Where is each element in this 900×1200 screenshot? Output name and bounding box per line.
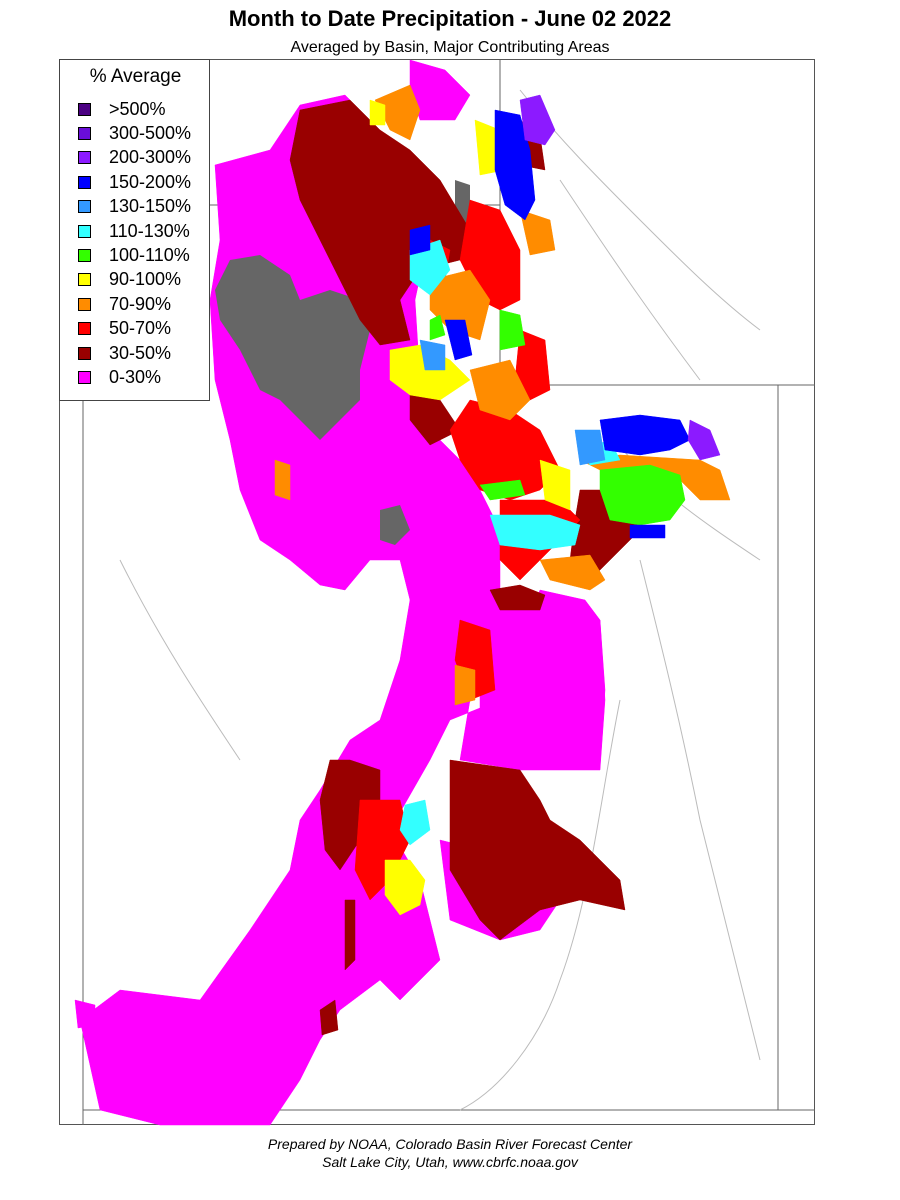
legend-label: 50-70% bbox=[109, 318, 172, 339]
basin-region bbox=[444, 319, 473, 361]
legend-item: 200-300% bbox=[78, 146, 191, 170]
legend-label: 200-300% bbox=[109, 147, 192, 168]
legend-title: % Average bbox=[89, 66, 182, 87]
basin-region bbox=[429, 314, 446, 341]
legend-label: 100-110% bbox=[109, 244, 190, 265]
legend-swatch bbox=[78, 126, 91, 140]
legend-label: 90-100% bbox=[109, 269, 182, 290]
basin-region bbox=[489, 514, 581, 551]
basin-region bbox=[519, 94, 556, 146]
footer-credit-line1: Prepared by NOAA, Colorado Basin River F… bbox=[267, 1136, 633, 1152]
legend-label: 300-500% bbox=[109, 122, 192, 143]
basin-region bbox=[289, 99, 471, 346]
basin-region bbox=[409, 224, 431, 256]
legend-box: % Average >500% 300-500% 200-300% 150-200% 1… bbox=[59, 59, 210, 401]
legend-item: 100-110% bbox=[78, 243, 190, 267]
legend-label: 110-130% bbox=[109, 220, 190, 241]
basin-region bbox=[274, 459, 291, 501]
basin-region bbox=[409, 239, 451, 296]
legend-swatch bbox=[78, 370, 91, 384]
legend-label: 70-90% bbox=[109, 293, 172, 314]
basin-region bbox=[599, 414, 691, 456]
legend-item: 110-130% bbox=[78, 219, 190, 243]
legend-swatch bbox=[78, 102, 91, 116]
legend-item: >500% bbox=[78, 97, 166, 121]
basin-region bbox=[454, 664, 476, 706]
basin-region bbox=[599, 464, 686, 526]
basin-region bbox=[449, 759, 626, 941]
legend-label: >500% bbox=[109, 98, 166, 119]
basin-region bbox=[519, 209, 556, 256]
basin-region bbox=[539, 459, 571, 511]
legend-swatch bbox=[78, 297, 91, 311]
legend-swatch bbox=[78, 322, 91, 336]
legend-swatch bbox=[78, 273, 91, 287]
legend-item: 30-50% bbox=[78, 341, 171, 365]
basin-region bbox=[499, 309, 526, 351]
legend-swatch bbox=[78, 200, 91, 214]
legend-swatch bbox=[78, 248, 91, 262]
basin-region bbox=[574, 429, 606, 466]
basin-region bbox=[469, 359, 531, 421]
legend-swatch bbox=[78, 346, 91, 360]
legend-swatch bbox=[78, 224, 91, 238]
legend-swatch bbox=[78, 151, 91, 165]
basin-region bbox=[479, 589, 606, 771]
basin-region bbox=[489, 584, 546, 611]
basin-regions bbox=[74, 59, 731, 1126]
basin-region bbox=[384, 859, 426, 916]
basin-region bbox=[319, 999, 339, 1036]
basin-region bbox=[429, 269, 491, 341]
basin-region bbox=[369, 99, 386, 126]
legend-item: 130-150% bbox=[78, 195, 191, 219]
legend-label: 150-200% bbox=[109, 171, 192, 192]
legend-item: 150-200% bbox=[78, 170, 191, 194]
legend-item: 70-90% bbox=[78, 292, 171, 316]
map-subtitle: Averaged by Basin, Major Contributing Ar… bbox=[290, 39, 610, 56]
basin-region bbox=[374, 84, 421, 141]
basin-region bbox=[419, 339, 446, 371]
legend-label: 130-150% bbox=[109, 196, 192, 217]
legend-label: 30-50% bbox=[109, 342, 172, 363]
legend-item: 300-500% bbox=[78, 121, 191, 145]
basin-region bbox=[479, 479, 526, 501]
legend-item: 50-70% bbox=[78, 317, 171, 341]
basin-region bbox=[399, 799, 431, 846]
basin-region bbox=[74, 999, 96, 1029]
legend-item: 90-100% bbox=[78, 268, 181, 292]
no-data-region bbox=[215, 255, 370, 440]
basin-region bbox=[344, 899, 356, 971]
basin-region bbox=[687, 419, 721, 461]
legend-label: 0-30% bbox=[109, 366, 162, 387]
no-data-region bbox=[380, 505, 410, 545]
basin-region bbox=[539, 554, 606, 591]
basin-region bbox=[629, 524, 666, 539]
legend-swatch bbox=[78, 175, 91, 189]
map-title: Month to Date Precipitation - June 02 20… bbox=[228, 6, 672, 31]
footer-credit-line2: Salt Lake City, Utah, www.cbrfc.noaa.gov bbox=[322, 1154, 578, 1170]
legend-item: 0-30% bbox=[78, 365, 161, 389]
